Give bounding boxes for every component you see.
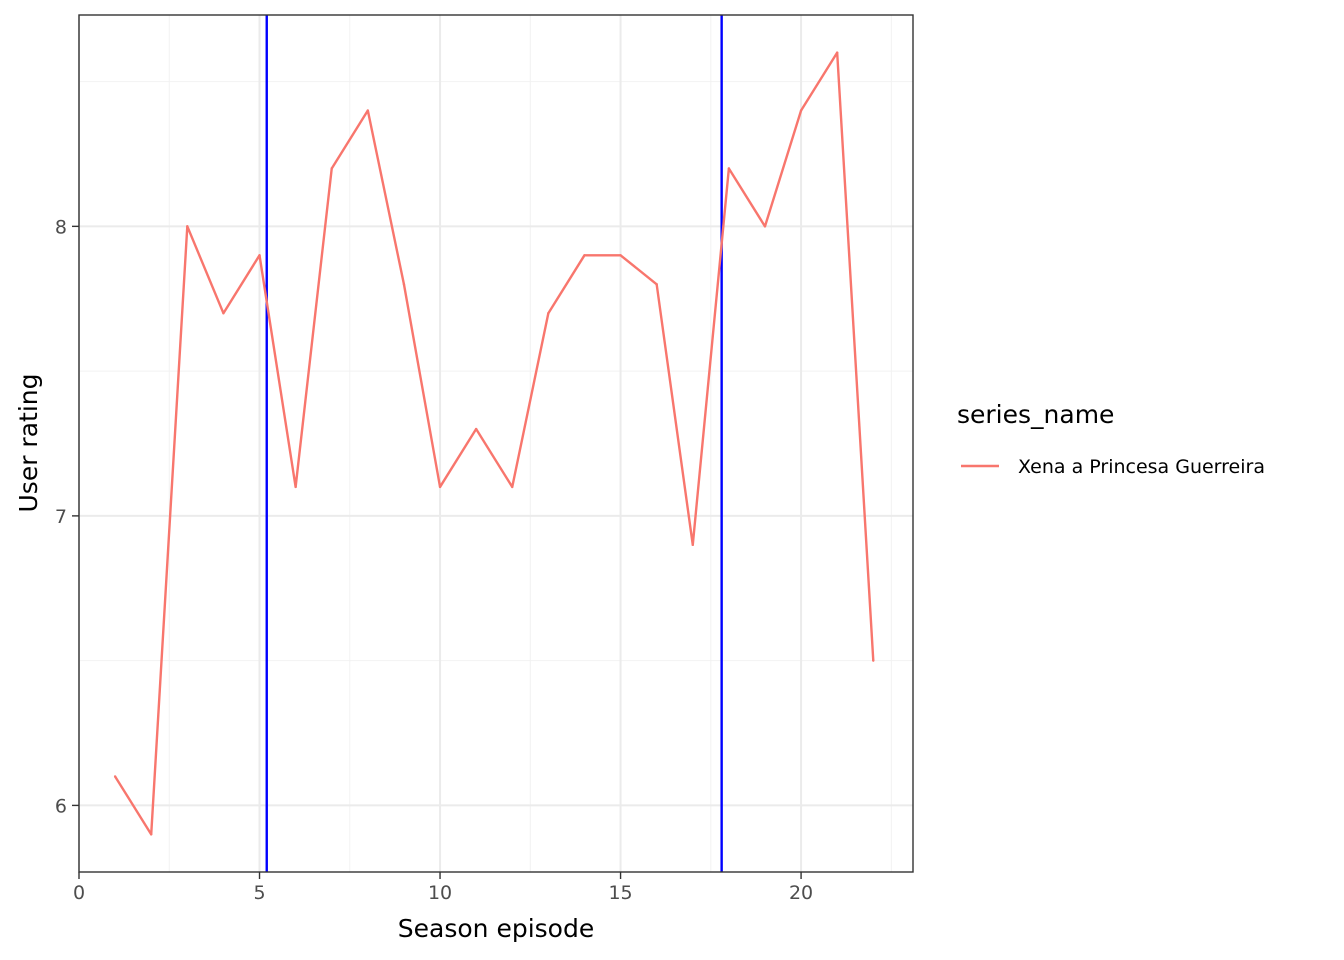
legend-label: Xena a Princesa Guerreira (1018, 456, 1265, 478)
x-tick-label: 20 (789, 882, 813, 904)
data-point (366, 109, 370, 112)
x-axis: 0 5 10 15 20 (73, 872, 813, 904)
x-tick-label: 5 (253, 882, 265, 904)
data-point (799, 109, 803, 112)
data-point (511, 485, 514, 489)
data-point (258, 254, 261, 257)
data-point (619, 254, 622, 257)
data-point (402, 283, 406, 286)
data-point (294, 485, 297, 489)
data-point (691, 543, 694, 547)
data-point (150, 833, 153, 836)
plot-border (78, 14, 914, 873)
x-axis-title: Season episode (398, 914, 594, 943)
data-point (474, 427, 478, 431)
data-point (222, 312, 225, 315)
legend: series_name Xena a Princesa Guerreira (957, 400, 1265, 478)
data-point (872, 659, 875, 662)
y-tick-label: 6 (55, 795, 67, 817)
y-axis-title: User rating (14, 374, 43, 513)
data-point (186, 225, 189, 228)
x-tick-label: 0 (73, 882, 85, 904)
x-tick-label: 15 (608, 882, 632, 904)
data-point (547, 312, 550, 315)
data-point (727, 167, 731, 170)
data-point (655, 283, 658, 286)
plot-background (79, 15, 913, 872)
data-point (113, 775, 117, 778)
legend-entries: Xena a Princesa Guerreira (961, 456, 1265, 478)
data-point (330, 167, 333, 170)
vertical-reference-lines (265, 15, 723, 872)
series-line (114, 51, 875, 836)
y-tick-label: 7 (55, 506, 67, 528)
y-tick-label: 8 (55, 216, 67, 238)
data-point (763, 225, 767, 228)
x-tick-label: 10 (428, 882, 452, 904)
y-axis: 6 7 8 (55, 216, 79, 817)
minor-gridlines (79, 15, 913, 872)
legend-title: series_name (957, 400, 1114, 429)
series-layer (113, 51, 875, 836)
data-point (438, 485, 442, 489)
data-point (835, 51, 839, 54)
data-point (583, 254, 586, 257)
